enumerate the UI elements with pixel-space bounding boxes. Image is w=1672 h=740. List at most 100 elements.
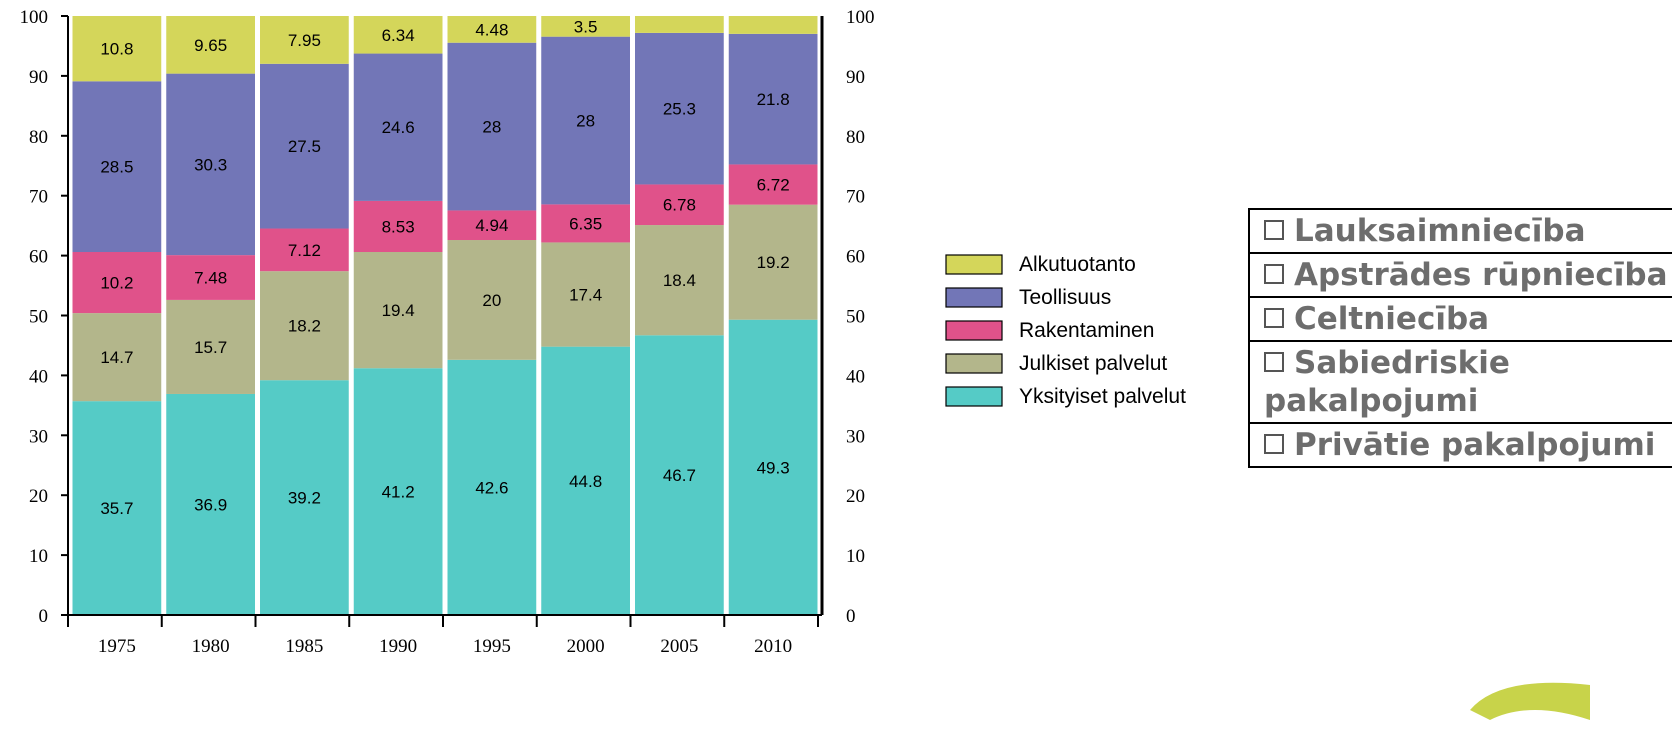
- bar-segment: [635, 335, 724, 615]
- data-label: 14.7: [100, 348, 133, 367]
- data-label: 39.2: [288, 489, 321, 508]
- bar-segment: [728, 16, 818, 34]
- data-label: 36.9: [194, 495, 227, 514]
- bar-segment: [541, 204, 630, 243]
- y-tick-label-left: 60: [29, 247, 48, 268]
- bar-segment: [447, 210, 537, 241]
- y-tick-label-right: 70: [846, 187, 865, 208]
- bar-segment: [728, 319, 818, 615]
- lv-legend-item: Apstrādes rūpniecība: [1248, 252, 1672, 296]
- bar-segment: [541, 346, 630, 615]
- y-tick-label-right: 50: [846, 307, 865, 328]
- data-label: 6.72: [757, 176, 790, 195]
- lv-legend-item: Privātie pakalpojumi: [1248, 422, 1672, 468]
- bar-segment: [541, 16, 630, 37]
- bar-segment: [166, 16, 255, 74]
- decorative-swoosh: [1470, 682, 1590, 720]
- y-tick-label-left: 0: [39, 606, 49, 627]
- data-label: 27.5: [288, 137, 321, 156]
- data-label: 15.7: [194, 338, 227, 357]
- data-label: 7.48: [194, 269, 227, 288]
- legend-swatch: [945, 353, 1003, 374]
- x-tick-label: 2000: [567, 636, 605, 657]
- y-tick-label-left: 40: [29, 366, 48, 387]
- legend-label: Rakentaminen: [1019, 319, 1154, 342]
- x-tick-label: 1975: [98, 636, 136, 657]
- legend-swatch: [945, 254, 1003, 275]
- bar-segment: [260, 380, 349, 615]
- bar-segment: [728, 164, 818, 205]
- data-label: 28: [576, 112, 595, 131]
- bar-segment: [260, 228, 349, 272]
- bar-segment: [447, 42, 537, 211]
- bar-segment: [447, 240, 537, 360]
- legend-label: Yksityiset palvelut: [1019, 385, 1186, 408]
- checkbox-icon: [1264, 219, 1284, 240]
- y-tick-label-right: 0: [846, 606, 856, 627]
- data-label: 25.3: [663, 100, 696, 119]
- bar-segment: [72, 81, 162, 253]
- y-tick-label-right: 60: [846, 247, 865, 268]
- data-label: 6.34: [382, 26, 415, 45]
- data-label: 6.35: [569, 214, 602, 233]
- data-label: 42.6: [475, 478, 508, 497]
- bar-segment: [635, 225, 724, 336]
- data-label: 19.4: [382, 301, 415, 320]
- bar-segment: [353, 200, 443, 253]
- data-label: 30.3: [194, 155, 227, 174]
- y-tick-label-right: 100: [846, 7, 875, 28]
- lv-legend-label: Celtniecība: [1294, 301, 1490, 337]
- data-label: 18.4: [663, 271, 696, 290]
- legend-swatch: [945, 287, 1003, 308]
- data-label: 41.2: [382, 483, 415, 502]
- y-tick-label-right: 30: [846, 426, 865, 447]
- data-label: 24.6: [382, 118, 415, 137]
- y-tick-label-right: 40: [846, 366, 865, 387]
- bar-segment: [260, 271, 349, 381]
- checkbox-icon: [1264, 433, 1284, 454]
- bar-segment: [635, 32, 724, 185]
- y-tick-label-right: 20: [846, 486, 865, 507]
- y-tick-label-right: 10: [846, 546, 865, 567]
- data-label: 44.8: [569, 472, 602, 491]
- data-label: 20: [482, 291, 501, 310]
- bar-segment: [353, 368, 443, 615]
- data-label: 10.8: [100, 40, 133, 59]
- bar-segment: [72, 252, 162, 314]
- bar-segment: [353, 252, 443, 369]
- bar-segment: [72, 313, 162, 402]
- bar-segment: [72, 401, 162, 615]
- lv-legend-item: Sabiedriskie pakalpojumi: [1248, 340, 1672, 422]
- legend-label: Alkutuotanto: [1019, 253, 1136, 276]
- checkbox-icon: [1264, 351, 1284, 372]
- bar-segment: [260, 16, 349, 64]
- data-label: 7.95: [288, 31, 321, 50]
- y-tick-label-left: 90: [29, 67, 48, 88]
- latvian-legend-box: Lauksaimniecība Apstrādes rūpniecība Celtn…: [1248, 208, 1672, 468]
- checkbox-icon: [1264, 307, 1284, 328]
- data-label: 21.8: [757, 90, 790, 109]
- x-tick-label: 2005: [660, 636, 698, 657]
- bar-segment: [353, 53, 443, 201]
- legend-label: Julkiset palvelut: [1019, 352, 1167, 375]
- data-label: 6.78: [663, 196, 696, 215]
- bar-segment: [72, 16, 162, 82]
- bar-segment: [166, 299, 255, 394]
- lv-legend-label: Privātie pakalpojumi: [1294, 427, 1656, 463]
- y-tick-label-left: 30: [29, 426, 48, 447]
- y-tick-label-right: 80: [846, 127, 865, 148]
- bar-segment: [447, 359, 537, 615]
- bar-segment: [541, 36, 630, 205]
- legend-swatch: [945, 320, 1003, 341]
- data-label: 3.5: [574, 17, 598, 36]
- bar-segment: [166, 255, 255, 300]
- bar-segment: [635, 16, 724, 33]
- bar-segment: [447, 16, 537, 43]
- checkbox-icon: [1264, 263, 1284, 284]
- data-label: 19.2: [757, 253, 790, 272]
- y-tick-label-left: 100: [20, 7, 49, 28]
- lv-legend-label: Apstrādes rūpniecība: [1294, 257, 1668, 293]
- x-tick-label: 1990: [379, 636, 417, 657]
- x-tick-label: 1980: [192, 636, 230, 657]
- y-tick-label-left: 20: [29, 486, 48, 507]
